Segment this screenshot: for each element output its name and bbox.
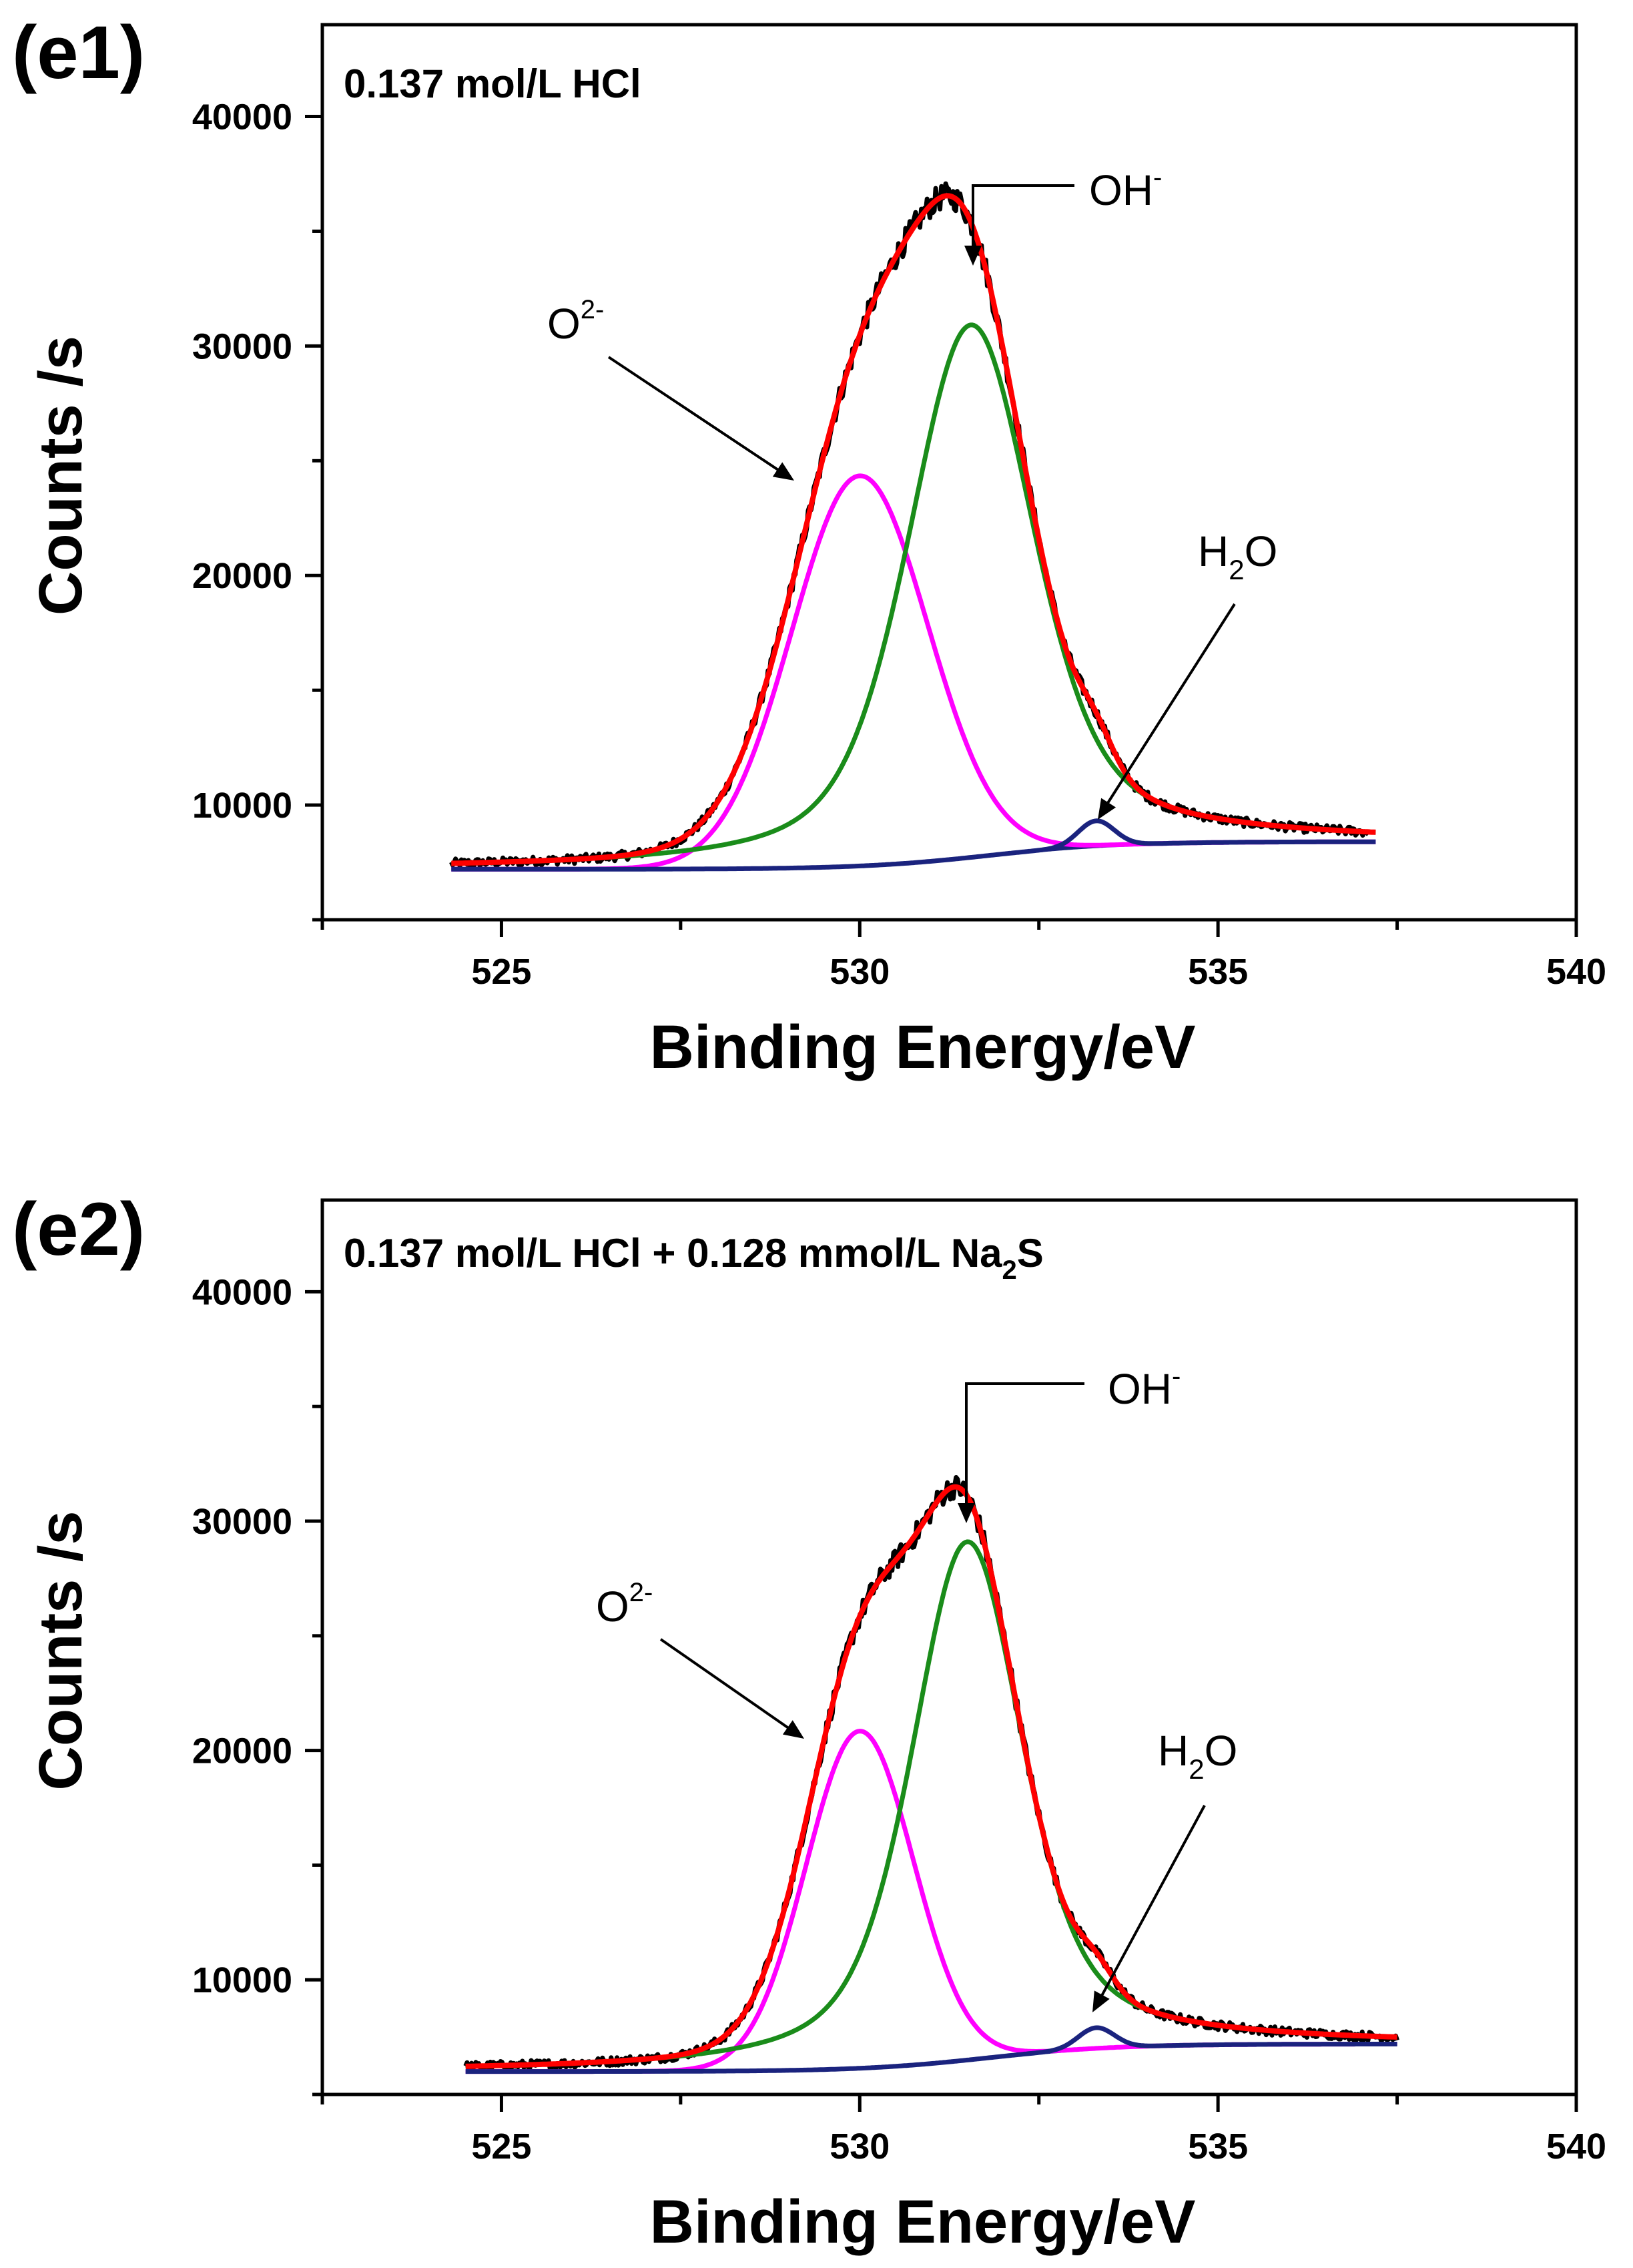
- envelope-fit-line: [465, 1484, 1397, 2069]
- envelope-fit-line: [451, 193, 1376, 866]
- plot-frame: [320, 23, 1578, 922]
- plot-area: [463, 1475, 1399, 2074]
- o2-label: O2-: [547, 295, 604, 348]
- h2o-peak-line: [465, 2025, 1397, 2074]
- oh-arrowhead: [964, 246, 982, 266]
- oh-label: OH-: [1089, 163, 1162, 214]
- panel-label: (e1): [12, 11, 145, 94]
- o2-label: O2-: [596, 1578, 653, 1631]
- x-axis-label: Binding Energy/eV: [650, 1013, 1196, 1081]
- o2-arrow-line: [659, 1638, 797, 1735]
- background-line: [465, 2042, 1397, 2074]
- plot-frame: [320, 1198, 1578, 2096]
- h2o-peak-line: [451, 818, 1376, 872]
- x-axis-label: Binding Energy/eV: [650, 2188, 1196, 2256]
- chart-panel-e2: (e2) 0.137 mol/L HCl + 0.128 mmol/L Na2S 1…: [12, 1187, 1606, 2256]
- oh-label: OH-: [1108, 1362, 1181, 1413]
- plot-area: [449, 181, 1376, 872]
- x-tick-label: 540: [1546, 952, 1606, 992]
- x-tick-label: 530: [830, 952, 890, 992]
- o2-arrow-line: [607, 356, 787, 477]
- h2o-arrowhead: [1092, 1990, 1110, 2012]
- x-tick-label: 535: [1188, 952, 1248, 992]
- y-axis-label: Counts /s: [27, 1510, 95, 1790]
- h2o-label: H2O: [1158, 1727, 1237, 1785]
- o2-peak-line: [451, 473, 1376, 872]
- y-axis-label: Counts /s: [27, 336, 95, 615]
- o2-arrowhead: [782, 1720, 804, 1739]
- oh-peak-overlay: [451, 325, 1375, 864]
- panel-label: (e2): [12, 1187, 145, 1271]
- o2-arrowhead: [772, 462, 794, 481]
- y-tick-label: 20000: [192, 1731, 292, 1771]
- oh-arrowhead: [958, 1503, 975, 1523]
- raw-data-line: [463, 1475, 1399, 2073]
- y-tick-label: 40000: [192, 1272, 292, 1312]
- chart-panel-e1: (e1) 0.137 mol/L HCl 10000 20000 30000 40000 5…: [12, 11, 1606, 1081]
- y-tick-label: 10000: [192, 786, 292, 826]
- h2o-label: H2O: [1198, 527, 1277, 585]
- y-tick-label: 30000: [192, 1502, 292, 1542]
- y-tick-label: 40000: [192, 97, 292, 137]
- oh-arrow-line: [972, 184, 1074, 252]
- y-tick-label: 30000: [192, 326, 292, 366]
- x-tick-label: 530: [830, 2127, 890, 2167]
- y-tick-label: 10000: [192, 1960, 292, 2000]
- h2o-arrow-line: [1102, 603, 1236, 812]
- x-tick-label: 525: [471, 952, 531, 992]
- h2o-arrow-line: [1096, 1805, 1206, 2004]
- x-tick-label: 535: [1188, 2127, 1248, 2167]
- oh-arrow-line: [965, 1382, 1084, 1510]
- oh-peak-line: [451, 322, 1376, 866]
- x-tick-label: 540: [1546, 2127, 1606, 2167]
- x-tick-label: 525: [471, 2127, 531, 2167]
- y-tick-label: 20000: [192, 556, 292, 596]
- h2o-arrowhead: [1098, 798, 1116, 820]
- condition-label: 0.137 mol/L HCl + 0.128 mmol/L Na2S: [344, 1231, 1044, 1285]
- o2-peak-line: [465, 1729, 1397, 2074]
- condition-label: 0.137 mol/L HCl: [344, 61, 641, 106]
